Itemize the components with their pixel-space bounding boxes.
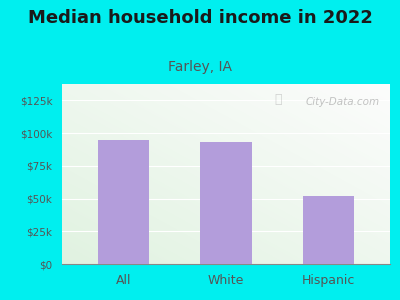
Text: Median household income in 2022: Median household income in 2022 [28,9,372,27]
Bar [200,142,252,264]
Bar [98,140,149,264]
Text: Farley, IA: Farley, IA [168,60,232,74]
Bar [303,196,354,264]
Text: 🔍: 🔍 [274,93,282,106]
Text: City-Data.com: City-Data.com [306,97,380,106]
